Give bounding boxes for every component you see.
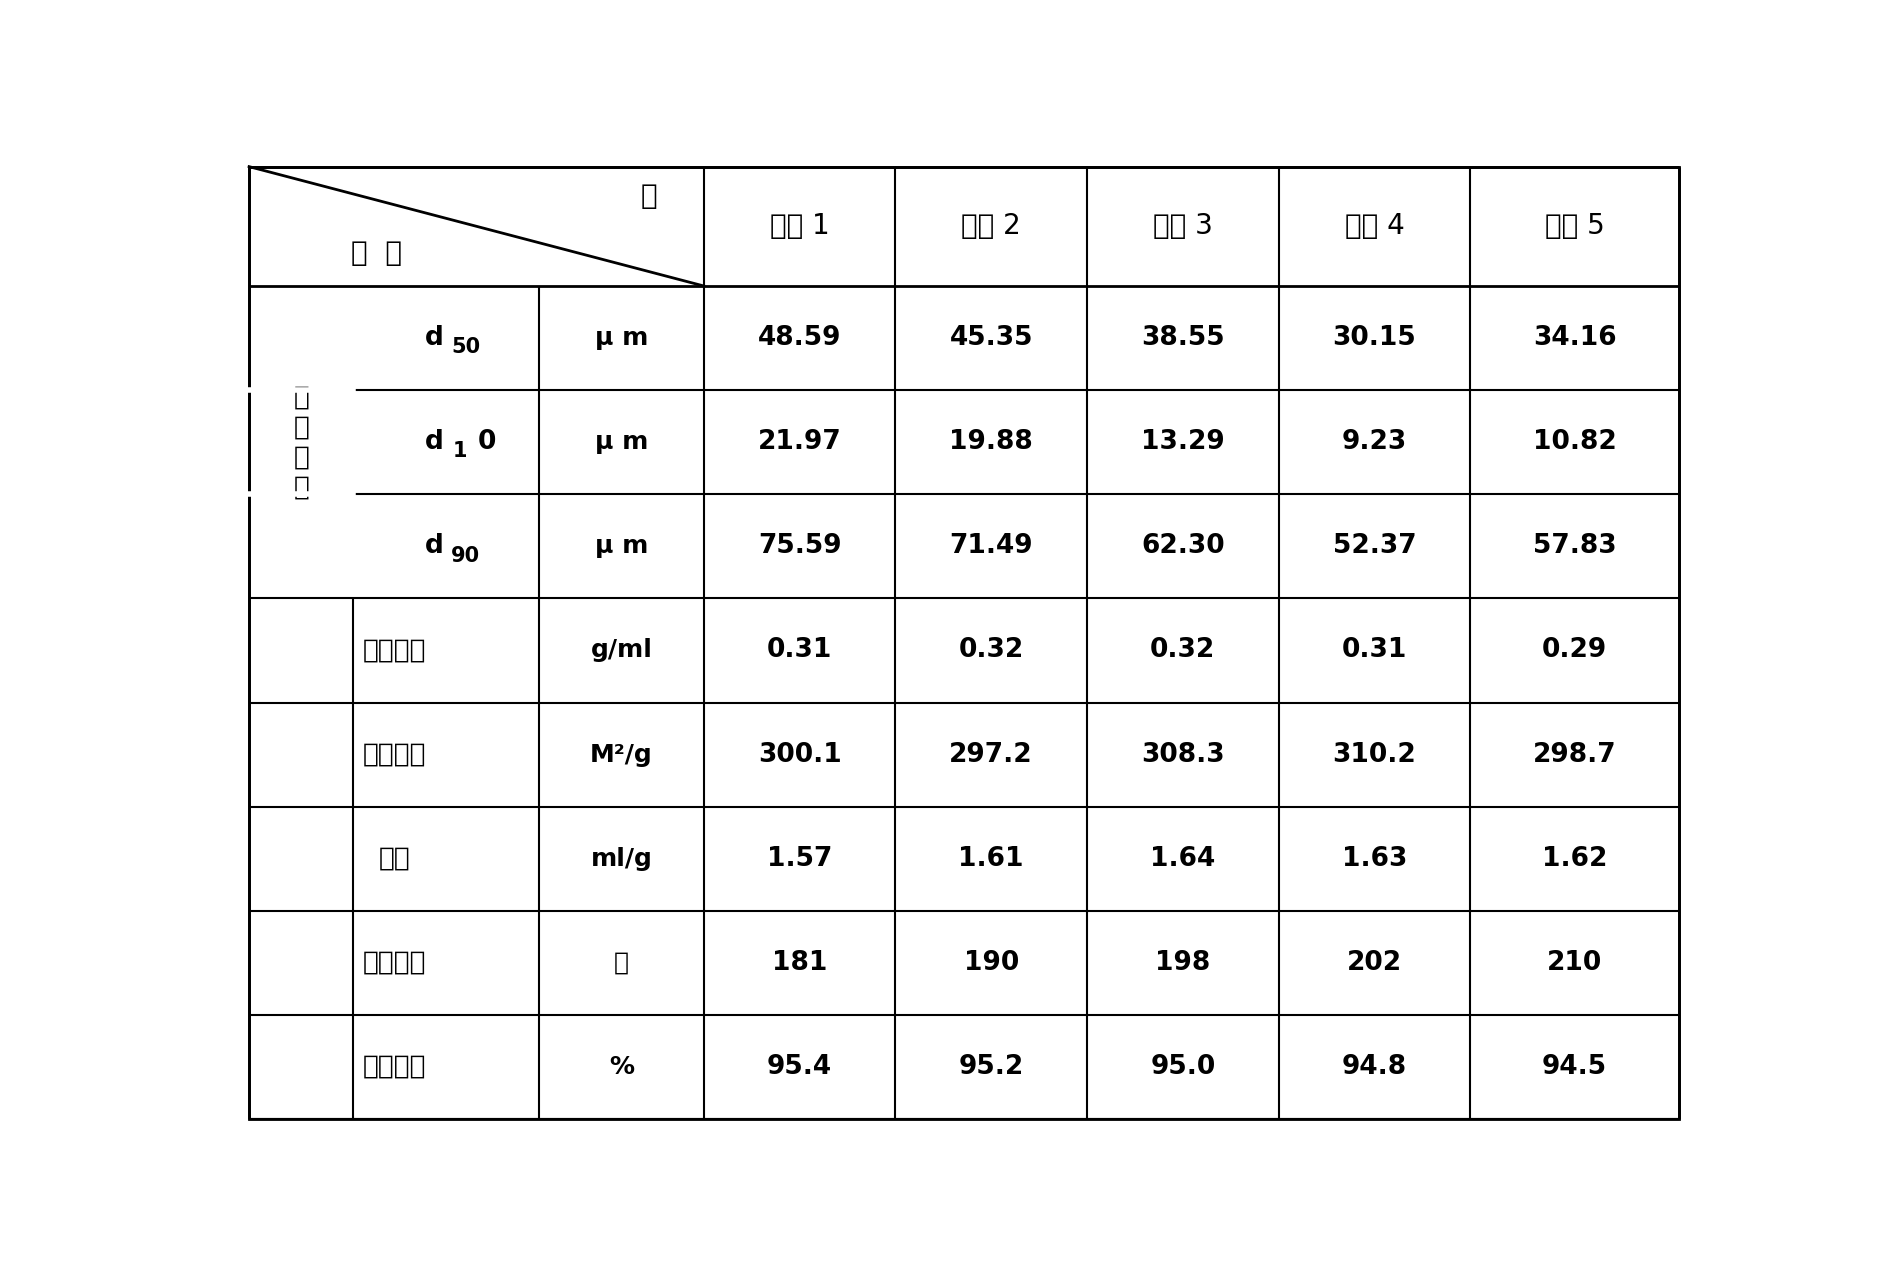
Text: μ m: μ m	[594, 535, 649, 559]
Text: %: %	[609, 1055, 634, 1080]
Text: 62.30: 62.30	[1141, 533, 1224, 559]
Text: ml/g: ml/g	[590, 847, 652, 871]
Text: 34.16: 34.16	[1532, 325, 1615, 351]
Text: 实例 1: 实例 1	[769, 213, 829, 241]
Text: 75.59: 75.59	[758, 533, 840, 559]
Text: 0.32: 0.32	[959, 638, 1023, 663]
Text: 例: 例	[641, 182, 658, 210]
Text: 堆积比重: 堆积比重	[363, 638, 425, 663]
Text: 298.7: 298.7	[1532, 742, 1615, 768]
Text: 实例 4: 实例 4	[1344, 213, 1404, 241]
Text: 300.1: 300.1	[758, 742, 840, 768]
Text: 181: 181	[771, 950, 827, 976]
Text: d: d	[425, 325, 444, 351]
Text: 性  质: 性 质	[352, 238, 402, 266]
Text: 95.0: 95.0	[1149, 1054, 1214, 1080]
Text: μ m: μ m	[594, 430, 649, 454]
Text: 38.55: 38.55	[1141, 325, 1224, 351]
Text: 94.8: 94.8	[1340, 1054, 1406, 1080]
Text: 1.57: 1.57	[767, 845, 831, 872]
Text: 0.32: 0.32	[1149, 638, 1214, 663]
Text: 297.2: 297.2	[949, 742, 1032, 768]
Text: 0.31: 0.31	[1340, 638, 1406, 663]
Text: 产品收率: 产品收率	[363, 1054, 425, 1080]
Text: 45.35: 45.35	[949, 325, 1032, 351]
Text: 孔容: 孔容	[378, 845, 410, 872]
Text: 190: 190	[963, 950, 1019, 976]
Text: 比表面积: 比表面积	[363, 742, 425, 768]
Text: d: d	[425, 533, 444, 559]
Text: 1.64: 1.64	[1149, 845, 1214, 872]
Text: 实例 2: 实例 2	[961, 213, 1021, 241]
Text: 308.3: 308.3	[1141, 742, 1224, 768]
Text: 10.82: 10.82	[1532, 429, 1615, 456]
Text: 95.4: 95.4	[767, 1054, 831, 1080]
Text: 30.15: 30.15	[1331, 325, 1416, 351]
Text: μ m: μ m	[594, 326, 649, 350]
Text: 198: 198	[1154, 950, 1209, 976]
Text: 95.2: 95.2	[959, 1054, 1023, 1080]
Text: 0.29: 0.29	[1542, 638, 1606, 663]
Text: 平均孔径: 平均孔径	[363, 950, 425, 976]
Text: 9.23: 9.23	[1340, 429, 1406, 456]
Text: 21.97: 21.97	[758, 429, 840, 456]
Text: 202: 202	[1346, 950, 1401, 976]
Text: 57.83: 57.83	[1532, 533, 1615, 559]
Text: 粒
度
分
布: 粒 度 分 布	[293, 384, 308, 500]
Text: 90: 90	[451, 546, 479, 565]
Text: 实例 5: 实例 5	[1543, 213, 1604, 241]
Text: 1.63: 1.63	[1340, 845, 1406, 872]
Text: d: d	[425, 429, 444, 456]
Text: 310.2: 310.2	[1331, 742, 1416, 768]
Text: g/ml: g/ml	[590, 639, 652, 662]
Text: 0.31: 0.31	[767, 638, 831, 663]
Text: 1.61: 1.61	[959, 845, 1023, 872]
Text: 50: 50	[451, 337, 479, 358]
Text: 1.62: 1.62	[1542, 845, 1606, 872]
Text: 94.5: 94.5	[1542, 1054, 1606, 1080]
Text: 19.88: 19.88	[949, 429, 1032, 456]
Text: 0: 0	[478, 429, 496, 456]
Text: 实例 3: 实例 3	[1152, 213, 1213, 241]
Text: 埃: 埃	[613, 951, 628, 975]
Text: 1: 1	[453, 442, 468, 461]
Text: 71.49: 71.49	[949, 533, 1032, 559]
Text: 48.59: 48.59	[758, 325, 840, 351]
Text: M²/g: M²/g	[590, 742, 652, 766]
Text: 52.37: 52.37	[1331, 533, 1416, 559]
Text: 13.29: 13.29	[1141, 429, 1224, 456]
Text: 210: 210	[1545, 950, 1602, 976]
